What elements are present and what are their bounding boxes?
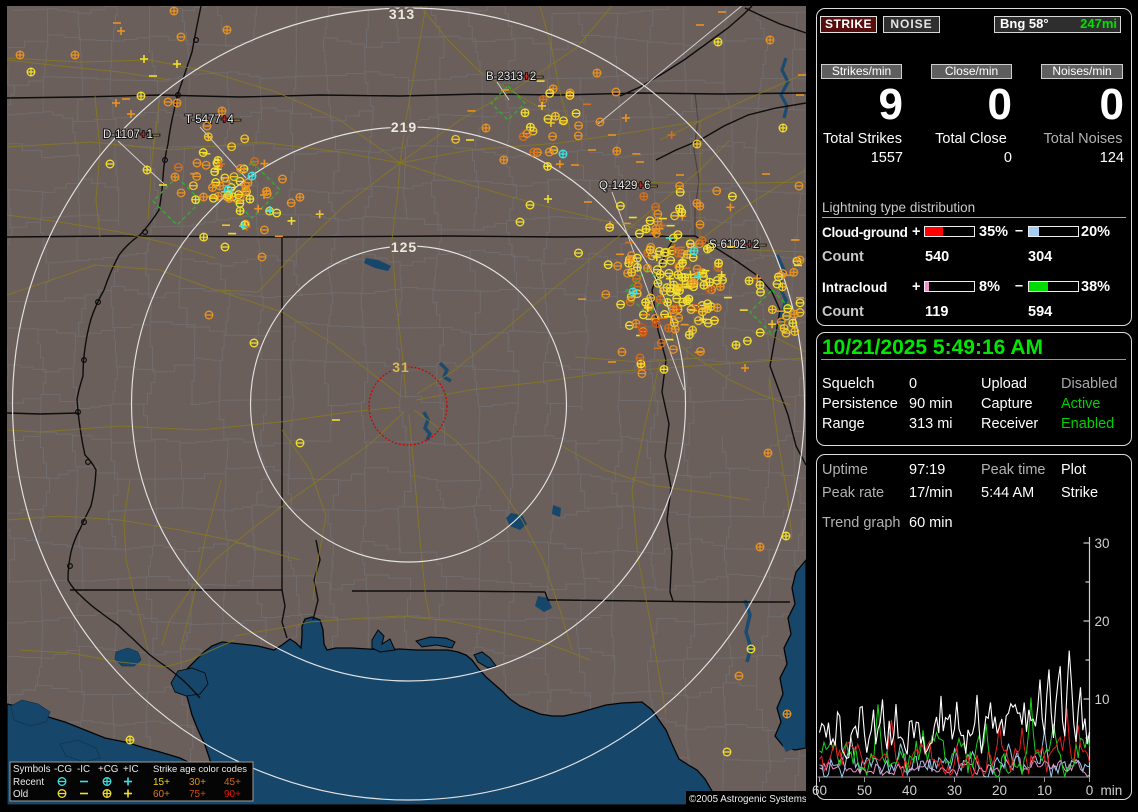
svg-text:90+: 90+ <box>224 789 241 800</box>
svg-text:0: 0 <box>1086 783 1094 798</box>
svg-text:+CG: +CG <box>98 764 118 775</box>
svg-text:B-2313+2–: B-2313+2– <box>486 71 543 83</box>
svg-text:30: 30 <box>1095 536 1110 551</box>
svg-text:Strike age color codes: Strike age color codes <box>153 764 247 775</box>
svg-text:10: 10 <box>1037 783 1052 798</box>
svg-text:10: 10 <box>1095 692 1110 707</box>
svg-text:30+: 30+ <box>189 777 206 788</box>
svg-text:©2005 Astrogenic Systems: ©2005 Astrogenic Systems <box>689 794 806 805</box>
svg-text:31: 31 <box>392 359 410 375</box>
svg-text:15+: 15+ <box>153 777 170 788</box>
svg-text:min: min <box>1101 783 1123 798</box>
svg-text:+IC: +IC <box>123 764 139 775</box>
svg-text:45+: 45+ <box>224 777 241 788</box>
svg-text:219: 219 <box>391 119 417 135</box>
svg-text:Recent: Recent <box>13 777 44 788</box>
svg-text:20: 20 <box>1095 614 1110 629</box>
svg-text:-IC: -IC <box>77 764 90 775</box>
svg-text:75+: 75+ <box>189 789 206 800</box>
svg-text:30: 30 <box>947 783 962 798</box>
svg-text:125: 125 <box>391 239 417 255</box>
svg-text:T-5477+4–: T-5477+4– <box>185 114 241 126</box>
svg-text:60+: 60+ <box>153 789 170 800</box>
svg-text:60: 60 <box>812 783 827 798</box>
svg-text:S-6102+2–: S-6102+2– <box>709 239 766 251</box>
svg-text:Q-1429+6–: Q-1429+6– <box>599 180 657 192</box>
svg-text:20: 20 <box>992 783 1007 798</box>
svg-text:Old: Old <box>13 789 28 800</box>
svg-text:313: 313 <box>389 6 415 22</box>
svg-text:50: 50 <box>857 783 872 798</box>
svg-text:D-1107+1–: D-1107+1– <box>103 129 160 141</box>
svg-text:Symbols: Symbols <box>13 764 51 775</box>
svg-text:-CG: -CG <box>54 764 72 775</box>
svg-text:40: 40 <box>902 783 917 798</box>
